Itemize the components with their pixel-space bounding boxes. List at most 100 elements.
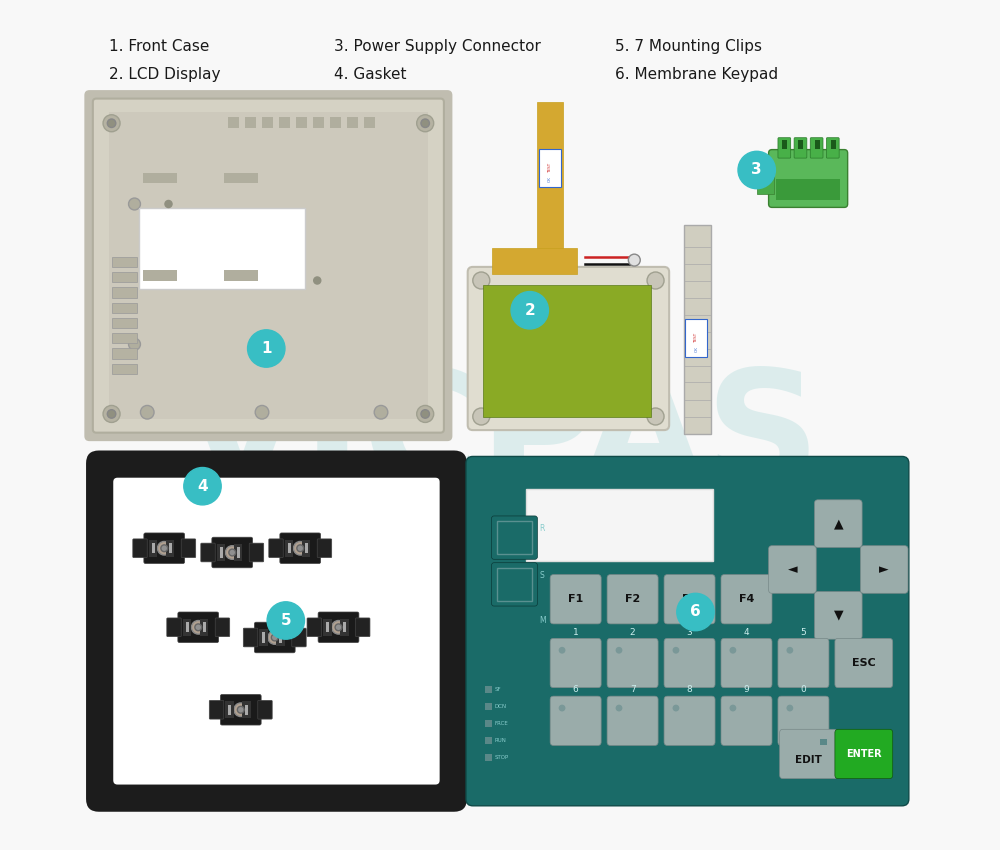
Text: 3. Power Supply Connector: 3. Power Supply Connector bbox=[334, 39, 541, 54]
Bar bbox=[217, 544, 225, 561]
Bar bbox=[262, 632, 265, 643]
Circle shape bbox=[473, 408, 490, 425]
Circle shape bbox=[297, 545, 304, 552]
FancyBboxPatch shape bbox=[86, 450, 467, 812]
FancyBboxPatch shape bbox=[721, 696, 772, 745]
Circle shape bbox=[255, 405, 269, 419]
Text: ▼: ▼ bbox=[833, 609, 843, 622]
FancyBboxPatch shape bbox=[607, 638, 658, 688]
Text: 1: 1 bbox=[573, 627, 579, 637]
Bar bbox=[814, 140, 820, 149]
Text: ENTER: ENTER bbox=[846, 749, 882, 759]
Circle shape bbox=[234, 703, 248, 717]
Circle shape bbox=[374, 405, 388, 419]
FancyBboxPatch shape bbox=[133, 539, 147, 558]
Circle shape bbox=[225, 546, 239, 559]
Text: 6: 6 bbox=[690, 604, 701, 620]
Circle shape bbox=[786, 705, 793, 711]
Text: 1: 1 bbox=[261, 341, 272, 356]
Circle shape bbox=[559, 647, 565, 654]
Circle shape bbox=[191, 620, 205, 634]
Circle shape bbox=[738, 151, 775, 189]
Circle shape bbox=[195, 624, 202, 631]
Bar bbox=[143, 270, 177, 280]
Text: 9: 9 bbox=[744, 685, 749, 694]
Bar bbox=[112, 257, 137, 267]
Text: 2: 2 bbox=[630, 627, 635, 637]
Text: VICPAS: VICPAS bbox=[179, 365, 821, 519]
Text: FRCE: FRCE bbox=[495, 721, 509, 726]
Bar bbox=[485, 686, 492, 693]
Text: TEST: TEST bbox=[694, 333, 698, 343]
Bar bbox=[112, 333, 137, 343]
FancyBboxPatch shape bbox=[280, 533, 321, 564]
Bar bbox=[245, 117, 256, 128]
Text: 3: 3 bbox=[687, 627, 692, 637]
Text: 6. Membrane Keypad: 6. Membrane Keypad bbox=[615, 67, 778, 82]
Text: 4: 4 bbox=[744, 627, 749, 637]
FancyBboxPatch shape bbox=[664, 696, 715, 745]
Text: 4: 4 bbox=[197, 479, 208, 494]
Circle shape bbox=[129, 198, 140, 210]
Text: ◄: ◄ bbox=[788, 563, 797, 576]
Circle shape bbox=[417, 115, 434, 132]
Text: S: S bbox=[539, 571, 544, 580]
Bar bbox=[492, 248, 576, 274]
Bar bbox=[684, 225, 711, 434]
FancyBboxPatch shape bbox=[181, 539, 196, 558]
Text: 3: 3 bbox=[751, 162, 762, 178]
FancyBboxPatch shape bbox=[607, 696, 658, 745]
Circle shape bbox=[268, 631, 282, 644]
Text: 1. Front Case: 1. Front Case bbox=[109, 39, 209, 54]
Bar bbox=[485, 703, 492, 710]
FancyBboxPatch shape bbox=[258, 700, 272, 719]
Bar bbox=[831, 140, 836, 149]
Text: OK: OK bbox=[548, 177, 552, 182]
Bar bbox=[200, 619, 208, 636]
Circle shape bbox=[107, 410, 116, 418]
Bar bbox=[798, 140, 803, 149]
Bar bbox=[485, 754, 492, 761]
Circle shape bbox=[677, 593, 714, 631]
FancyBboxPatch shape bbox=[167, 618, 181, 637]
Text: 5. 7 Mounting Clips: 5. 7 Mounting Clips bbox=[615, 39, 762, 54]
Bar bbox=[143, 173, 177, 183]
Text: F4: F4 bbox=[739, 594, 754, 604]
FancyBboxPatch shape bbox=[269, 539, 283, 558]
Bar bbox=[112, 303, 137, 313]
Bar bbox=[483, 285, 651, 416]
FancyBboxPatch shape bbox=[254, 622, 295, 653]
Bar bbox=[112, 348, 137, 359]
Bar bbox=[152, 543, 155, 553]
Circle shape bbox=[673, 705, 679, 711]
Bar bbox=[242, 701, 251, 718]
FancyBboxPatch shape bbox=[492, 516, 537, 559]
Bar bbox=[776, 179, 840, 200]
FancyBboxPatch shape bbox=[721, 575, 772, 624]
Circle shape bbox=[140, 405, 154, 419]
FancyBboxPatch shape bbox=[826, 138, 839, 158]
Circle shape bbox=[293, 541, 307, 555]
Text: OK: OK bbox=[694, 347, 698, 352]
Text: 8: 8 bbox=[687, 685, 692, 694]
FancyBboxPatch shape bbox=[815, 500, 862, 547]
FancyBboxPatch shape bbox=[815, 592, 862, 639]
FancyBboxPatch shape bbox=[810, 138, 823, 158]
FancyBboxPatch shape bbox=[307, 618, 322, 637]
Bar bbox=[276, 629, 285, 646]
Bar bbox=[323, 619, 332, 636]
Bar bbox=[340, 619, 349, 636]
Bar bbox=[279, 632, 282, 643]
Text: STOP: STOP bbox=[495, 755, 509, 760]
FancyBboxPatch shape bbox=[664, 638, 715, 688]
Bar bbox=[112, 364, 137, 374]
Text: 5: 5 bbox=[801, 627, 806, 637]
Bar bbox=[168, 543, 172, 553]
Bar bbox=[343, 622, 346, 632]
Bar bbox=[259, 629, 268, 646]
Text: 2: 2 bbox=[524, 303, 535, 318]
FancyBboxPatch shape bbox=[317, 539, 332, 558]
Circle shape bbox=[267, 602, 304, 639]
FancyBboxPatch shape bbox=[292, 628, 306, 647]
Bar bbox=[186, 622, 189, 632]
